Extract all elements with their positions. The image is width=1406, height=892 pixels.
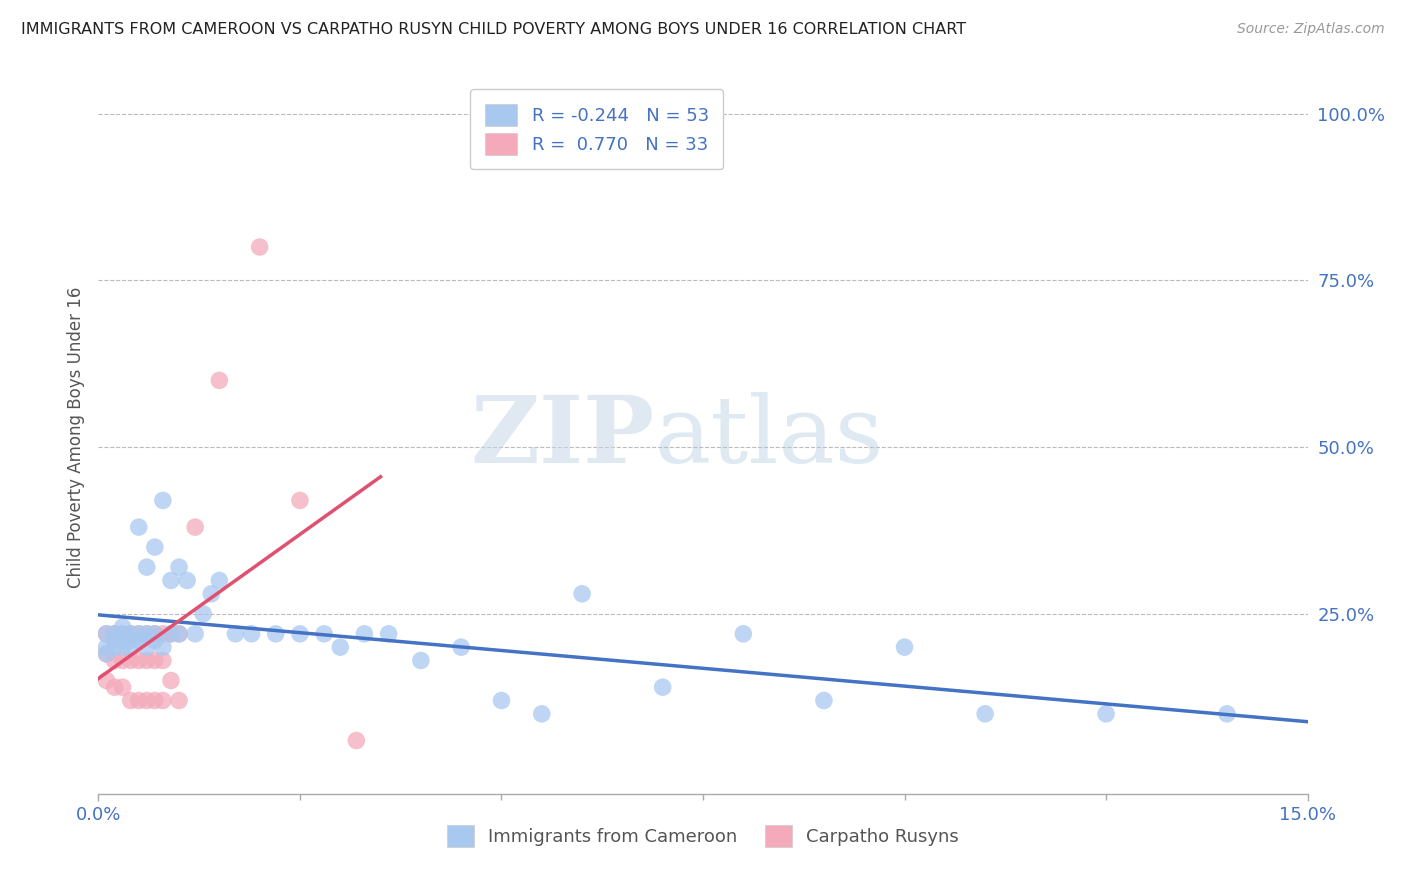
Point (813, 693, 835, 707)
Point (103, 633, 125, 648)
Point (240, 627, 263, 641)
Point (128, 627, 150, 641)
Point (152, 493, 174, 508)
Point (353, 627, 375, 641)
Point (249, 240, 271, 254)
Point (1216, 706, 1239, 721)
Point (974, 706, 997, 721)
Point (120, 693, 142, 707)
Point (167, 627, 190, 641)
Point (96, 673, 118, 688)
Point (96, 627, 118, 641)
Point (184, 520, 207, 534)
Point (143, 633, 166, 648)
Point (143, 540, 166, 554)
Point (571, 587, 593, 601)
Point (152, 653, 174, 667)
Point (651, 680, 673, 694)
Point (160, 627, 183, 641)
Point (103, 680, 125, 694)
Point (733, 627, 755, 641)
Point (111, 627, 134, 641)
Point (135, 693, 157, 707)
Text: ZIP: ZIP (471, 392, 655, 482)
Point (120, 627, 142, 641)
Point (111, 653, 134, 667)
Point (184, 627, 207, 641)
Point (96, 627, 118, 641)
Point (208, 373, 231, 387)
Point (160, 627, 183, 641)
Point (103, 653, 125, 667)
Point (160, 574, 183, 588)
Point (143, 627, 166, 641)
Legend: Immigrants from Cameroon, Carpatho Rusyns: Immigrants from Cameroon, Carpatho Rusyn… (437, 816, 969, 856)
Point (135, 640, 157, 655)
Point (377, 627, 399, 641)
Point (167, 693, 190, 707)
Point (152, 693, 174, 707)
Point (103, 640, 125, 655)
Point (491, 693, 513, 707)
Point (135, 627, 157, 641)
Point (160, 673, 183, 688)
Point (193, 607, 215, 621)
Point (288, 627, 311, 641)
Text: Source: ZipAtlas.com: Source: ZipAtlas.com (1237, 22, 1385, 37)
Point (128, 520, 150, 534)
Point (167, 560, 190, 574)
Point (264, 627, 287, 641)
Point (143, 693, 166, 707)
Text: atlas: atlas (655, 392, 884, 482)
Point (200, 587, 222, 601)
Point (893, 640, 915, 655)
Point (143, 627, 166, 641)
Y-axis label: Child Poverty Among Boys Under 16: Child Poverty Among Boys Under 16 (66, 286, 84, 588)
Point (135, 627, 157, 641)
Point (128, 633, 150, 648)
Point (96, 647, 118, 661)
Point (208, 574, 231, 588)
Point (1095, 706, 1118, 721)
Point (111, 620, 134, 634)
Point (128, 627, 150, 641)
Point (409, 653, 432, 667)
Point (167, 627, 190, 641)
Point (120, 633, 142, 648)
Point (128, 693, 150, 707)
Point (143, 653, 166, 667)
Point (152, 627, 174, 641)
Point (176, 574, 198, 588)
Point (128, 653, 150, 667)
Point (96, 647, 118, 661)
Point (111, 640, 134, 655)
Point (120, 640, 142, 655)
Point (103, 627, 125, 641)
Point (344, 733, 367, 747)
Point (329, 640, 352, 655)
Point (111, 680, 134, 694)
Point (111, 633, 134, 648)
Point (135, 560, 157, 574)
Point (120, 627, 142, 641)
Point (530, 706, 553, 721)
Point (152, 640, 174, 655)
Point (224, 627, 246, 641)
Text: IMMIGRANTS FROM CAMEROON VS CARPATHO RUSYN CHILD POVERTY AMONG BOYS UNDER 16 COR: IMMIGRANTS FROM CAMEROON VS CARPATHO RUS… (21, 22, 966, 37)
Point (96, 640, 118, 655)
Point (135, 653, 157, 667)
Point (288, 493, 311, 508)
Point (450, 640, 472, 655)
Point (103, 627, 125, 641)
Point (111, 627, 134, 641)
Point (314, 627, 336, 641)
Point (120, 653, 142, 667)
